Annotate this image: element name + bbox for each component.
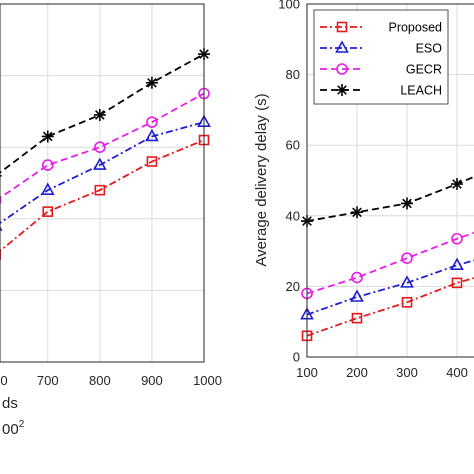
right-y-tick-label: 80 xyxy=(286,67,300,82)
left-x-exponent-power: 2 xyxy=(19,419,25,430)
legend-marker xyxy=(335,40,349,53)
right-line-gecr xyxy=(306,231,474,295)
right-x-tick-label: 200 xyxy=(346,365,368,380)
left-point-eso xyxy=(40,182,55,195)
left-x-exponent-base: 00 xyxy=(2,421,19,438)
right-point-proposed xyxy=(451,277,463,289)
left-point-eso xyxy=(92,157,107,170)
right-point-gecr xyxy=(351,271,363,284)
right-y-axis-label: Average delivery delay (s) xyxy=(253,93,270,266)
legend-entry-eso: ESO xyxy=(320,40,443,56)
right-line-eso xyxy=(306,259,474,316)
right-series-leach xyxy=(301,175,474,228)
left-point-eso xyxy=(145,128,159,142)
right-x-tick-label: 300 xyxy=(396,365,418,380)
left-point-gecr xyxy=(146,116,158,128)
right-panel: 0 20 40 60 80 100 100 200 300 400 Average delive… xyxy=(253,0,474,380)
left-point-leach xyxy=(145,76,158,89)
left-point-gecr xyxy=(0,197,2,205)
left-point-gecr xyxy=(94,141,106,153)
legend-entry-gecr: GECR xyxy=(320,63,442,77)
legend-entries: Proposed ESO GECR LEACH xyxy=(320,21,442,98)
legend-label: ESO xyxy=(416,42,443,56)
right-x-tick-labels: 100 200 300 400 xyxy=(296,365,468,380)
left-x-tick-label: 1000 xyxy=(193,373,222,388)
left-point-proposed xyxy=(42,206,54,217)
left-x-tick-labels: 0 700 800 900 1000 xyxy=(0,373,222,388)
right-point-leach xyxy=(401,197,413,210)
left-x-axis-label: ds xyxy=(2,395,18,412)
legend-label: LEACH xyxy=(400,84,442,98)
right-series-eso xyxy=(300,257,474,320)
right-plot-frame xyxy=(306,3,474,358)
legend-label: Proposed xyxy=(388,21,442,35)
legend-marker xyxy=(336,63,348,75)
right-point-proposed xyxy=(351,312,363,324)
right-point-gecr xyxy=(401,252,413,264)
legend-marker xyxy=(336,84,348,96)
right-point-proposed xyxy=(401,296,413,308)
right-point-eso xyxy=(450,257,464,271)
left-line-eso xyxy=(0,121,205,225)
right-y-tick-label: 40 xyxy=(286,208,300,223)
left-x-exponent: 002 xyxy=(2,419,25,438)
right-point-leach xyxy=(351,206,363,219)
left-point-gecr xyxy=(41,159,54,171)
right-y-tick-labels: 0 20 40 60 80 100 xyxy=(278,0,300,365)
left-point-proposed xyxy=(94,184,106,196)
right-point-leach xyxy=(451,178,463,191)
right-x-tick-label: 400 xyxy=(446,365,468,380)
left-point-proposed xyxy=(146,156,158,167)
right-y-tick-label: 0 xyxy=(293,350,300,365)
legend-entry-leach: LEACH xyxy=(320,84,442,98)
right-y-tick-label: 60 xyxy=(286,138,300,153)
left-x-tick-label: 700 xyxy=(37,373,59,388)
left-x-tick-label: 0 xyxy=(0,373,7,388)
right-line-proposed xyxy=(306,277,474,337)
right-y-tick-label: 20 xyxy=(286,279,300,294)
right-y-tick-label: 100 xyxy=(278,0,300,12)
right-point-gecr xyxy=(451,232,463,245)
right-series-gecr xyxy=(301,231,474,300)
left-panel: 0 700 800 900 1000 ds 002 xyxy=(0,3,222,438)
left-point-leach xyxy=(41,130,54,143)
right-series-group xyxy=(300,175,474,342)
left-plot-frame xyxy=(0,3,205,363)
legend-box xyxy=(313,9,449,105)
legend: Proposed ESO GECR LEACH xyxy=(313,9,449,105)
legend-marker xyxy=(336,21,348,33)
legend-label: GECR xyxy=(406,63,442,77)
left-point-leach xyxy=(93,108,106,121)
left-plot-area xyxy=(0,4,204,362)
left-x-tick-label: 900 xyxy=(141,373,163,388)
legend-entry-proposed: Proposed xyxy=(320,21,442,35)
left-x-tick-label: 800 xyxy=(89,373,111,388)
right-point-eso xyxy=(350,289,364,302)
right-point-eso xyxy=(400,275,414,288)
left-line-proposed xyxy=(0,139,205,253)
right-x-tick-label: 100 xyxy=(296,365,318,380)
